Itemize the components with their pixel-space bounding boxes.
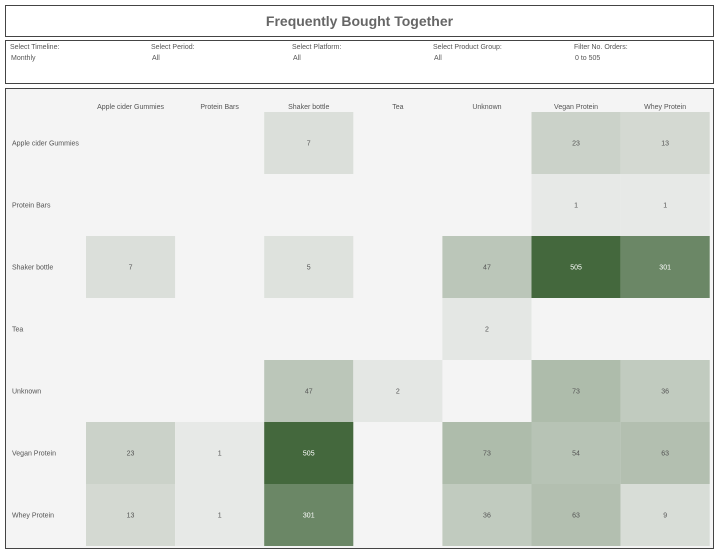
heatmap-cell-label: 36 [483, 513, 491, 520]
column-header-tea: Tea [392, 104, 403, 111]
heatmap-cell-label: 63 [661, 451, 669, 458]
filter-platform: Select Platform: All [292, 44, 432, 62]
column-header-apple-cider-gummies: Apple cider Gummies [97, 104, 164, 111]
heatmap-cell[interactable] [442, 484, 532, 546]
heatmap-cell[interactable] [86, 484, 176, 546]
row-header-unknown: Unknown [12, 389, 41, 396]
heatmap-cell-label: 47 [483, 265, 491, 272]
filter-platform-value[interactable]: All [293, 55, 301, 62]
heatmap-cell[interactable] [531, 422, 621, 484]
heatmap-cell[interactable] [620, 484, 710, 546]
filter-timeline: Select Timeline: Monthly [10, 44, 150, 62]
heatmap-cell[interactable] [531, 236, 621, 298]
filter-orders: Filter No. Orders: 0 to 505 [574, 44, 714, 62]
heatmap-cell[interactable] [264, 112, 354, 174]
heatmap-cell[interactable] [442, 298, 532, 360]
heatmap-cell[interactable] [531, 174, 621, 236]
heatmap-chart: Apple cider Gummies Protein Bars Shaker bo… [6, 89, 713, 548]
filter-period: Select Period: All [151, 44, 291, 62]
heatmap-cell[interactable] [86, 236, 176, 298]
heatmap-cell[interactable] [531, 112, 621, 174]
heatmap-cell-label: 73 [572, 389, 580, 396]
column-header-vegan-protein: Vegan Protein [554, 104, 598, 111]
heatmap-cell-label: 23 [127, 451, 135, 458]
row-header-vegan-protein: Vegan Protein [12, 451, 56, 458]
heatmap-cell[interactable] [353, 360, 443, 422]
matrix-panel: Apple cider Gummies Protein Bars Shaker bo… [5, 88, 714, 549]
heatmap-cell[interactable] [620, 236, 710, 298]
row-header-tea: Tea [12, 327, 23, 334]
heatmap-cell-label: 505 [303, 451, 315, 458]
heatmap-cell-label: 13 [127, 513, 135, 520]
heatmap-cell-label: 1 [663, 203, 667, 210]
column-header-shaker-bottle: Shaker bottle [288, 104, 329, 111]
heatmap-cell-label: 5 [307, 265, 311, 272]
row-header-whey-protein: Whey Protein [12, 513, 54, 520]
heatmap-cell[interactable] [620, 360, 710, 422]
column-header-whey-protein: Whey Protein [644, 104, 686, 111]
heatmap-cell-label: 1 [218, 513, 222, 520]
filter-product-group: Select Product Group: All [433, 44, 573, 62]
filter-panel: Select Timeline: Monthly Select Period: … [5, 40, 714, 84]
heatmap-cell[interactable] [620, 112, 710, 174]
filter-orders-label: Filter No. Orders: [574, 44, 628, 51]
heatmap-cell-label: 7 [129, 265, 133, 272]
heatmap-cell-label: 2 [396, 389, 400, 396]
heatmap-cell-label: 13 [661, 141, 669, 148]
heatmap-cell-label: 1 [218, 451, 222, 458]
heatmap-cell-label: 73 [483, 451, 491, 458]
heatmap-cell[interactable] [175, 422, 265, 484]
heatmap-cell[interactable] [175, 484, 265, 546]
filter-product-group-value[interactable]: All [434, 55, 442, 62]
heatmap-cell-label: 505 [570, 265, 582, 272]
heatmap-cell-label: 63 [572, 513, 580, 520]
heatmap-cell-label: 47 [305, 389, 313, 396]
row-header-apple-cider-gummies: Apple cider Gummies [12, 141, 79, 148]
heatmap-cell-label: 54 [572, 451, 580, 458]
heatmap-cell[interactable] [620, 174, 710, 236]
heatmap-cell-label: 1 [574, 203, 578, 210]
heatmap-cell[interactable] [531, 360, 621, 422]
filter-period-label: Select Period: [151, 44, 195, 51]
heatmap-cell[interactable] [264, 422, 354, 484]
heatmap-cell[interactable] [264, 484, 354, 546]
column-header-protein-bars: Protein Bars [200, 104, 239, 111]
heatmap-cell-label: 301 [303, 513, 315, 520]
heatmap-cell[interactable] [86, 422, 176, 484]
row-header-shaker-bottle: Shaker bottle [12, 265, 53, 272]
row-header-protein-bars: Protein Bars [12, 203, 51, 210]
heatmap-cell[interactable] [264, 360, 354, 422]
heatmap-cell-label: 36 [661, 389, 669, 396]
heatmap-cell-label: 2 [485, 327, 489, 334]
heatmap-cell[interactable] [264, 236, 354, 298]
column-header-unknown: Unknown [472, 104, 501, 111]
filter-orders-value[interactable]: 0 to 505 [575, 55, 601, 62]
dashboard-title: Frequently Bought Together [265, 13, 454, 29]
heatmap-cell-label: 301 [659, 265, 671, 272]
filter-timeline-value[interactable]: Monthly [11, 55, 36, 62]
heatmap-cell[interactable] [442, 236, 532, 298]
heatmap-cell[interactable] [531, 484, 621, 546]
filter-period-value[interactable]: All [152, 55, 160, 62]
heatmap-cell-label: 9 [663, 513, 667, 520]
heatmap-cell-label: 7 [307, 141, 311, 148]
filter-platform-label: Select Platform: [292, 44, 342, 51]
heatmap-cell-label: 23 [572, 141, 580, 148]
title-panel: Frequently Bought Together [5, 5, 714, 37]
filter-product-group-label: Select Product Group: [433, 44, 502, 51]
filter-timeline-label: Select Timeline: [10, 44, 60, 51]
heatmap-cell[interactable] [442, 422, 532, 484]
heatmap-cell[interactable] [620, 422, 710, 484]
